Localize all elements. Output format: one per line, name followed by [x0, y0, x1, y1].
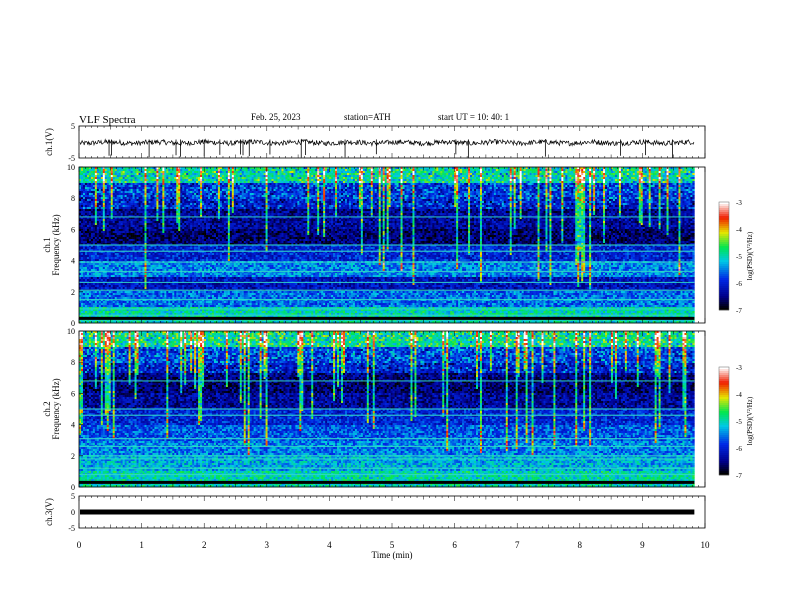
- ch1-spectrogram-ytick: 4: [71, 257, 75, 266]
- xaxis-label: Time (min): [372, 550, 413, 560]
- ch1-spectrogram-image: [79, 167, 695, 324]
- ch2-colorbar: [719, 367, 729, 476]
- ch3-ytick: 5: [71, 492, 75, 501]
- xtick-label: 10: [701, 540, 711, 550]
- ch1-spectrogram-ylabel-channel: ch.1: [42, 237, 52, 252]
- ch1-colorbar-tick: -7: [736, 307, 742, 315]
- ch2-colorbar-tick: -7: [736, 472, 742, 480]
- station-label: station=ATH: [344, 112, 391, 122]
- ch1-colorbar-tick: -5: [736, 253, 742, 261]
- ch2-spectrogram-ytick: 2: [71, 452, 75, 461]
- ch2-spectrogram-ytick: 0: [71, 483, 75, 492]
- ch1-ytick: -5: [68, 154, 75, 163]
- ch3-ytick: 0: [71, 508, 75, 517]
- ch2-spectrogram-image: [79, 331, 695, 488]
- xtick-label: 2: [202, 540, 207, 550]
- ch2-colorbar-tick: -3: [736, 364, 742, 372]
- date-label: Feb. 25, 2023: [251, 112, 301, 122]
- ch1-ylabel: ch.1(V): [44, 128, 54, 156]
- ch2-spectrogram-ylabel-channel: ch.2: [42, 401, 52, 416]
- ch2-colorbar-tick: -4: [736, 391, 742, 399]
- xtick-label: 4: [327, 540, 332, 550]
- xtick-label: 6: [452, 540, 457, 550]
- ch2-colorbar-label: log(PSD)(V²/Hz): [746, 396, 754, 445]
- ch1-colorbar: [719, 202, 729, 311]
- ch2-spectrogram-ylabel-frequency: Frequency (kHz): [51, 378, 61, 439]
- ch1-colorbar-tick: -4: [736, 226, 742, 234]
- xtick-label: 0: [77, 540, 82, 550]
- ch2-spectrogram-ytick: 10: [67, 327, 75, 336]
- ch2-spectrogram-lowband: [79, 480, 695, 484]
- ch1-spectrogram-ytick: 6: [71, 225, 75, 234]
- ch1-spectrogram-ytick: 8: [71, 194, 75, 203]
- start-time-label: start UT = 10: 40: 1: [438, 112, 509, 122]
- ch1-waveform-line: [79, 138, 695, 147]
- ch1-spectrogram-ylabel-frequency: Frequency (kHz): [51, 214, 61, 275]
- ch1-spectrogram-ytick: 2: [71, 288, 75, 297]
- xtick-label: 1: [139, 540, 144, 550]
- ch2-spectrogram-ytick: 6: [71, 389, 75, 398]
- xtick-label: 3: [265, 540, 270, 550]
- ch2-colorbar-tick: -5: [736, 418, 742, 426]
- ch3-ylabel: ch.3(V): [44, 498, 54, 526]
- ch1-ytick: 5: [71, 122, 75, 131]
- xtick-label: 5: [390, 540, 395, 550]
- ch2-spectrogram-ytick: 4: [71, 421, 75, 430]
- ch1-spectrogram-ytick: 0: [71, 319, 75, 328]
- xtick-label: 9: [640, 540, 645, 550]
- ch3-ytick: -5: [68, 524, 75, 533]
- xtick-label: 7: [515, 540, 520, 550]
- ch1-colorbar-tick: -6: [736, 280, 742, 288]
- ch1-spectrogram-lowband: [79, 316, 695, 320]
- chart-title: VLF Spectra: [79, 114, 136, 126]
- ch1-colorbar-label: log(PSD)(V²/Hz): [746, 231, 754, 280]
- ch2-colorbar-tick: -6: [736, 445, 742, 453]
- ch2-colorbar-frame: [718, 366, 730, 476]
- xtick-label: 8: [578, 540, 583, 550]
- ch1-spectrogram-ytick: 10: [67, 163, 75, 172]
- ch2-spectrogram-ytick: 8: [71, 358, 75, 367]
- ch1-colorbar-frame: [718, 201, 730, 311]
- ch1-colorbar-tick: -3: [736, 199, 742, 207]
